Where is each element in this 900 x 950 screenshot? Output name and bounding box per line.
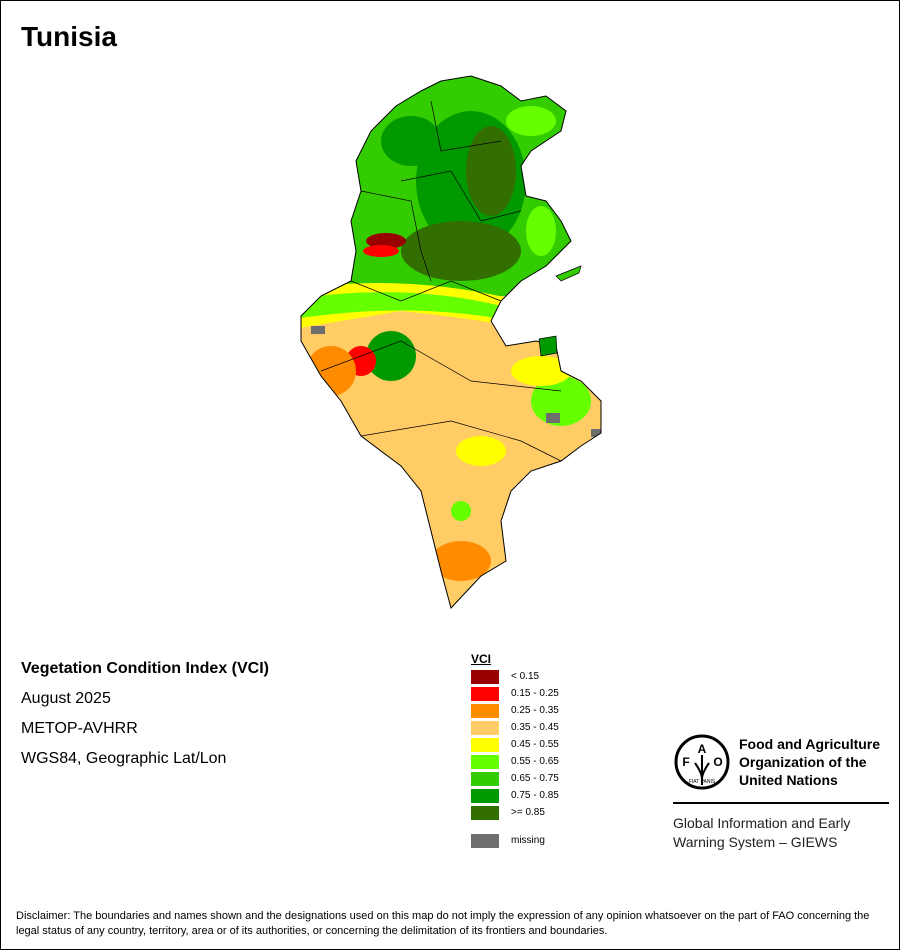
legend-label: < 0.15 [511, 671, 540, 682]
vci-raster [301, 76, 601, 608]
legend-swatch [471, 720, 499, 735]
legend-swatch [471, 805, 499, 820]
djerba-island [538, 335, 558, 357]
legend-item: 0.55 - 0.65 [471, 753, 559, 770]
legend-label: 0.45 - 0.55 [511, 739, 559, 750]
legend-item: 0.75 - 0.85 [471, 787, 559, 804]
index-name: Vegetation Condition Index (VCI) [21, 660, 269, 677]
giews-line: Warning System – GIEWS [673, 834, 838, 850]
legend-item: 0.45 - 0.55 [471, 736, 559, 753]
period: August 2025 [21, 690, 111, 707]
svg-text:F: F [682, 755, 689, 769]
legend-swatch [471, 788, 499, 803]
legend: VCI < 0.15 0.15 - 0.25 0.25 - 0.35 0.35 - 0… [471, 652, 559, 849]
svg-text:FIAT PANIS: FIAT PANIS [689, 779, 716, 785]
legend-label: 0.65 - 0.75 [511, 773, 559, 784]
legend-swatch [471, 703, 499, 718]
disclaimer: Disclaimer: The boundaries and names sho… [16, 910, 870, 937]
legend-swatch [471, 754, 499, 769]
svg-text:O: O [713, 755, 722, 769]
divider [673, 802, 889, 804]
map-info: Vegetation Condition Index (VCI) August … [21, 659, 269, 779]
fao-name-line: United Nations [739, 772, 838, 788]
legend-swatch [471, 771, 499, 786]
legend-swatch [471, 833, 499, 848]
map-title: Tunisia [21, 21, 117, 52]
giews-line: Global Information and Early [673, 815, 851, 831]
fao-name: Food and Agriculture Organization of the… [739, 735, 880, 789]
legend-swatch [471, 669, 499, 684]
legend-label: 0.25 - 0.35 [511, 705, 559, 716]
legend-label: missing [511, 835, 545, 846]
fao-name-line: Food and Agriculture [739, 736, 881, 752]
fao-name-line: Organization of the [739, 754, 867, 770]
legend-item: 0.35 - 0.45 [471, 719, 559, 736]
legend-item-missing: missing [471, 832, 559, 849]
kerkennah-island [555, 265, 582, 282]
legend-label: 0.75 - 0.85 [511, 790, 559, 801]
legend-item: 0.65 - 0.75 [471, 770, 559, 787]
legend-item: 0.15 - 0.25 [471, 685, 559, 702]
legend-item: 0.25 - 0.35 [471, 702, 559, 719]
fao-logo-icon: A F O FIAT PANIS [674, 734, 730, 790]
svg-text:A: A [698, 742, 707, 756]
legend-label: 0.55 - 0.65 [511, 756, 559, 767]
sensor: METOP-AVHRR [21, 720, 138, 737]
projection: WGS84, Geographic Lat/Lon [21, 750, 227, 767]
legend-item: < 0.15 [471, 668, 559, 685]
legend-item: >= 0.85 [471, 804, 559, 821]
legend-title: VCI [471, 652, 492, 666]
legend-swatch [471, 686, 499, 701]
legend-label: 0.15 - 0.25 [511, 688, 559, 699]
legend-label: >= 0.85 [511, 807, 545, 818]
legend-label: 0.35 - 0.45 [511, 722, 559, 733]
legend-swatch [471, 737, 499, 752]
giews-name: Global Information and Early Warning Sys… [673, 814, 850, 852]
